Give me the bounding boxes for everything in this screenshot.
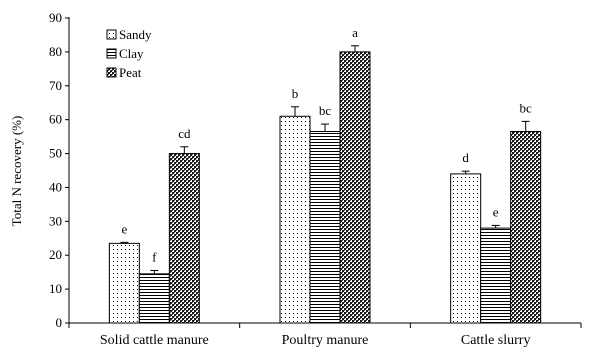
- significance-label: a: [352, 25, 358, 40]
- significance-label: cd: [178, 126, 191, 141]
- legend-label: Peat: [119, 65, 142, 80]
- bar-peat: [339, 51, 371, 324]
- y-tick-label: 80: [49, 44, 62, 59]
- significance-label: bc: [520, 100, 533, 115]
- bar-clay: [309, 131, 341, 324]
- bar-sandy: [108, 242, 140, 324]
- y-tick-label: 10: [49, 281, 62, 296]
- x-category-label: Poultry manure: [282, 333, 369, 347]
- y-tick-label: 40: [49, 179, 62, 194]
- bar-sandy: [450, 173, 482, 324]
- bar-sandy: [279, 115, 311, 324]
- x-category-label: Solid cattle manure: [100, 333, 209, 347]
- y-tick-label: 90: [49, 10, 62, 25]
- significance-label: d: [462, 150, 469, 165]
- y-tick-label: 0: [56, 315, 63, 330]
- bar-clay: [138, 273, 170, 324]
- y-tick-label: 70: [49, 78, 62, 93]
- legend-swatch-clay: [106, 48, 117, 59]
- bar-clay: [480, 227, 512, 324]
- y-tick-label: 50: [49, 146, 62, 161]
- bar-peat: [510, 131, 542, 324]
- legend-label: Sandy: [119, 27, 152, 42]
- y-tick-label: 60: [49, 112, 62, 127]
- significance-label: e: [121, 221, 127, 236]
- legend-label: Clay: [119, 46, 144, 61]
- plot-area: 0 10 20 30 40 50 60 70 80 90 e f cd Solid cattle manu…: [49, 10, 582, 347]
- y-tick-label: 30: [49, 213, 62, 228]
- y-axis-label: Total N recovery (%): [9, 116, 24, 227]
- significance-label: e: [493, 204, 499, 219]
- significance-label: f: [152, 249, 157, 264]
- legend-swatch-peat: [106, 67, 117, 78]
- significance-label: b: [292, 86, 299, 101]
- legend-swatch-sandy: [106, 29, 117, 40]
- y-tick-label: 20: [49, 247, 62, 262]
- significance-label: bc: [319, 103, 332, 118]
- bar-peat: [168, 153, 200, 324]
- x-category-label: Cattle slurry: [461, 333, 531, 347]
